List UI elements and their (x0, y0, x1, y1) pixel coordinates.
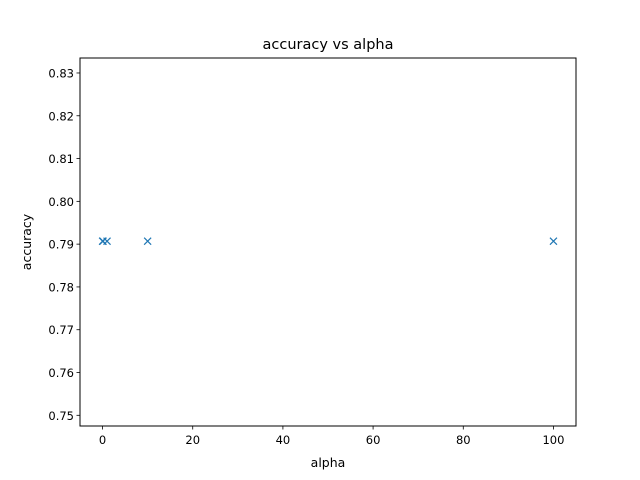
y-tick-label: 0.82 (48, 109, 74, 123)
x-tick-label: 60 (366, 433, 381, 447)
x-tick-label: 80 (456, 433, 471, 447)
x-tick-label: 40 (276, 433, 291, 447)
y-tick-label: 0.79 (48, 238, 74, 252)
data-point (103, 237, 111, 246)
plot-area: 0 20 40 60 80 100 0.75 0.76 0.77 0.78 0.79 0.80 0.81… (48, 66, 564, 447)
y-tick-label: 0.80 (48, 195, 74, 209)
x-axis-label: alpha (311, 455, 346, 470)
data-point (549, 237, 558, 246)
x-tick-label: 0 (99, 433, 106, 447)
y-tick-label: 0.76 (48, 366, 74, 380)
chart-title: accuracy vs alpha (263, 37, 394, 53)
y-tick-label: 0.78 (48, 280, 74, 294)
x-tick-label: 100 (542, 433, 564, 447)
y-tick-label: 0.83 (48, 66, 74, 80)
plot-frame (79, 57, 577, 427)
y-axis-label: accuracy (19, 213, 34, 270)
y-tick-label: 0.77 (48, 323, 74, 337)
y-tick-label: 0.75 (48, 409, 74, 423)
y-tick-label: 0.81 (48, 152, 74, 166)
data-point (143, 237, 152, 246)
x-tick-label: 20 (185, 433, 200, 447)
